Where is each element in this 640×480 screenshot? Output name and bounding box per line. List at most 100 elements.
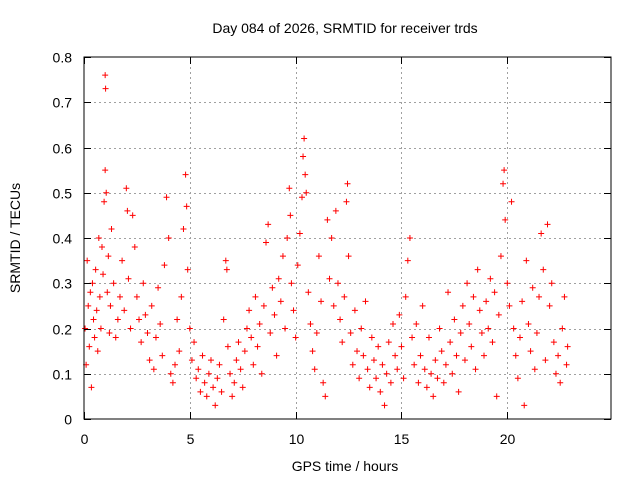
data-point: [161, 262, 168, 269]
data-point: [188, 357, 195, 364]
data-point: [487, 275, 494, 282]
data-point: [328, 235, 335, 241]
data-point: [88, 384, 95, 391]
data-point: [559, 325, 566, 332]
data-point: [203, 393, 210, 400]
data-point: [453, 352, 460, 359]
data-point: [133, 293, 140, 300]
data-point: [476, 307, 483, 314]
data-point: [508, 198, 515, 205]
data-point: [375, 343, 382, 350]
data-point: [300, 153, 307, 160]
data-point: [358, 325, 365, 332]
data-point: [373, 375, 380, 382]
data-point: [157, 320, 164, 327]
data-point: [250, 361, 257, 368]
data-point: [442, 361, 449, 368]
data-point: [94, 348, 101, 355]
data-point: [468, 343, 475, 350]
data-point: [191, 339, 198, 346]
data-point: [478, 330, 485, 337]
data-point: [302, 171, 309, 178]
data-point: [500, 180, 507, 187]
data-point: [138, 339, 145, 346]
data-point: [125, 275, 132, 282]
data-point: [544, 221, 551, 228]
data-point: [315, 253, 322, 260]
data-point: [159, 352, 166, 359]
data-point: [183, 203, 190, 210]
data-point: [318, 298, 325, 305]
data-point: [172, 361, 179, 368]
data-point: [383, 370, 390, 377]
data-point: [174, 316, 181, 323]
data-point: [531, 366, 538, 373]
data-point: [413, 320, 420, 327]
data-point: [326, 275, 333, 282]
data-point: [205, 370, 212, 377]
data-point: [296, 230, 303, 237]
data-point: [292, 334, 299, 341]
data-point: [271, 311, 278, 318]
data-point: [229, 393, 236, 400]
data-point: [387, 379, 394, 386]
data-point: [104, 289, 111, 296]
data-point: [347, 330, 354, 337]
data-point: [119, 257, 126, 264]
data-point: [220, 316, 227, 323]
data-point: [451, 316, 458, 323]
grid-lines: [84, 57, 611, 419]
data-point: [385, 339, 392, 346]
data-point: [305, 289, 312, 296]
data-point: [288, 280, 295, 287]
data-point: [425, 334, 432, 341]
data-point: [548, 280, 555, 287]
y-tick-label: 0.6: [53, 141, 73, 157]
y-tick-label: 0.4: [53, 231, 73, 247]
data-point: [504, 280, 511, 287]
data-point: [84, 257, 91, 264]
data-point: [127, 325, 134, 332]
data-point: [417, 352, 424, 359]
data-point: [436, 325, 443, 332]
y-tick-label: 0.3: [53, 276, 73, 292]
data-point: [182, 171, 189, 178]
x-tick-label: 20: [500, 431, 516, 447]
data-point: [169, 379, 176, 386]
data-point: [105, 253, 112, 260]
data-point: [241, 348, 248, 355]
data-point: [525, 320, 532, 327]
data-point: [421, 366, 428, 373]
data-point: [481, 352, 488, 359]
data-point: [101, 198, 108, 205]
data-point: [519, 298, 526, 305]
data-point: [223, 266, 230, 273]
data-point: [148, 302, 155, 309]
data-point: [131, 244, 138, 251]
y-axis-label: SRMTID / TECUs: [7, 183, 23, 293]
data-point: [107, 302, 114, 309]
data-point: [275, 275, 282, 282]
data-point: [243, 325, 250, 332]
data-point: [506, 302, 513, 309]
data-point: [351, 307, 358, 314]
data-point: [332, 207, 339, 214]
data-point: [362, 298, 369, 305]
data-point: [218, 388, 225, 395]
data-point: [235, 339, 242, 346]
data-point: [400, 375, 407, 382]
data-point: [330, 302, 337, 309]
data-point: [497, 253, 504, 260]
data-point: [124, 207, 131, 214]
data-point: [129, 212, 136, 219]
x-tick-label: 0: [81, 431, 89, 447]
data-point: [563, 361, 570, 368]
data-point: [237, 366, 244, 373]
data-point: [546, 302, 553, 309]
data-point: [121, 307, 128, 314]
x-tick-label: 10: [289, 431, 305, 447]
data-point: [309, 348, 316, 355]
data-point: [112, 334, 119, 341]
data-point: [564, 343, 571, 350]
